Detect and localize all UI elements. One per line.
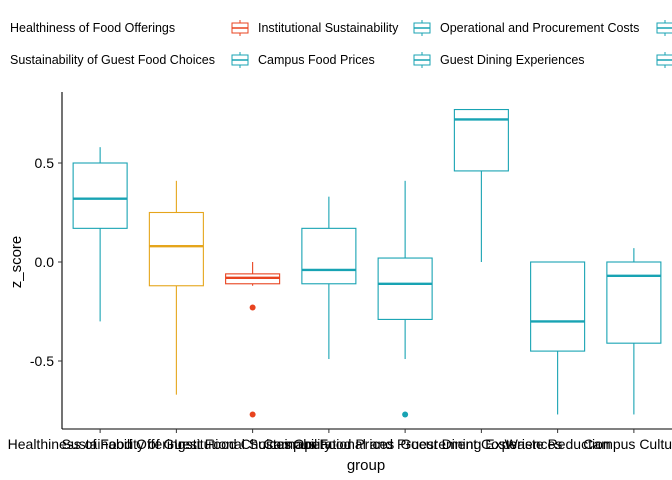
x-tick-label: Guest Dining Experiences [400,436,562,452]
plot-area [72,108,662,418]
box-group [148,180,204,395]
outlier-point [402,411,409,418]
x-axis: Healthiness of Food OfferingsSustainabil… [8,428,672,452]
box-iqr [377,257,433,320]
legend-label: Operational and Procurement Costs [440,21,639,35]
legend: Healthiness of Food Offerings Institution… [10,20,672,68]
y-axis-title: z_score [8,236,25,289]
box-iqr [530,261,586,352]
legend-label: Campus Food Prices [258,53,375,67]
legend-item [656,20,672,36]
legend-label: Guest Dining Experiences [440,53,585,67]
legend-item: Sustainability of Guest Food Choices [10,53,215,67]
box-group [606,248,662,415]
y-tick-label: -0.5 [30,353,54,369]
box-group [530,261,586,415]
outlier-point [249,304,256,311]
outlier-point [249,411,256,418]
legend-item: Guest Dining Experiences [413,52,585,68]
legend-label: Sustainability of Guest Food Choices [10,53,215,67]
box-group [225,262,281,418]
y-tick-label: 0.5 [35,155,55,171]
x-tick-label: Institutional Sustainability [174,436,331,452]
box-iqr [606,261,662,344]
legend-item: Campus Food Prices [231,52,375,68]
legend-label: Healthiness of Food Offerings [10,21,175,35]
legend-item: Healthiness of Food Offerings [10,21,175,35]
box-iqr [148,211,204,287]
x-tick-label: Waste Reduction [505,436,611,452]
box-iqr [72,162,128,229]
x-tick-label: Operational and Procurement Costs [293,436,516,452]
legend-item: Operational and Procurement Costs [413,20,639,36]
box-group [377,180,433,418]
y-axis: -0.5 0.0 0.5 [30,92,63,429]
box-group [453,108,509,262]
legend-item [656,52,672,68]
box-layer [72,108,662,418]
x-tick-label: Campus Culture [583,436,672,452]
legend-item: Institutional Sustainability [231,20,399,36]
box-group [72,147,128,322]
box-group [301,196,357,360]
x-tick-label: Sustainability of Guest Food Choices [62,436,292,452]
legend-label: Institutional Sustainability [258,21,399,35]
x-tick-label: Campus Food Prices [264,436,395,452]
y-tick-label: 0.0 [35,254,55,270]
x-axis-title: group [347,457,385,474]
x-tick-label: Healthiness of Food Offerings [8,436,193,452]
box-iqr [301,227,357,285]
